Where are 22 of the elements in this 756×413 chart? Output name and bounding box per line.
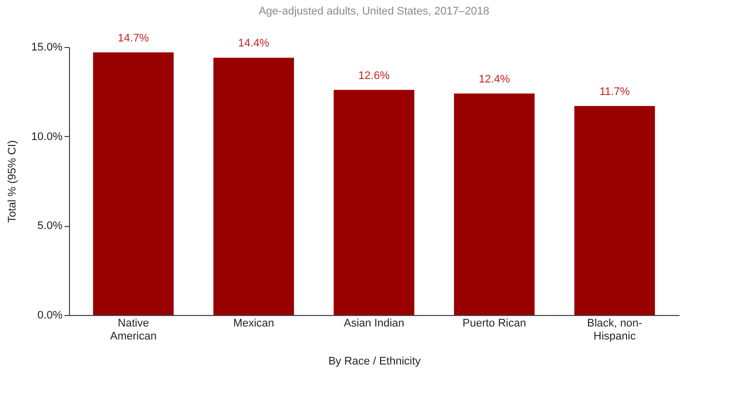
x-tick-label: Asian Indian — [344, 318, 404, 330]
data-label: 12.4% — [478, 73, 510, 86]
bar — [334, 90, 414, 315]
bar — [93, 52, 174, 315]
y-axis-title: Total % (95% CI) — [6, 140, 18, 223]
x-tick-label: Puerto Rican — [462, 318, 526, 330]
x-axis-title: By Race / Ethnicity — [328, 356, 422, 368]
y-tick-label: 10.0% — [31, 130, 63, 143]
data-label: 12.6% — [358, 70, 390, 82]
y-tick-label: 0.0% — [37, 310, 63, 322]
data-label: 11.7% — [599, 86, 630, 98]
y-tick-label: 5.0% — [37, 220, 63, 232]
bar — [574, 106, 655, 315]
x-tick-label: Native American — [110, 318, 157, 342]
y-tick-label: 15.0% — [31, 42, 63, 54]
bar — [213, 58, 294, 315]
data-label: 14.7% — [118, 32, 150, 44]
x-tick-label: Black, non-Hispanic — [587, 318, 642, 342]
bar — [454, 93, 535, 315]
x-tick-label: Mexican — [233, 318, 274, 330]
data-label: 14.4% — [238, 38, 270, 50]
chart-title: Age-adjusted adults, United States, 2017–2018 — [258, 5, 490, 18]
